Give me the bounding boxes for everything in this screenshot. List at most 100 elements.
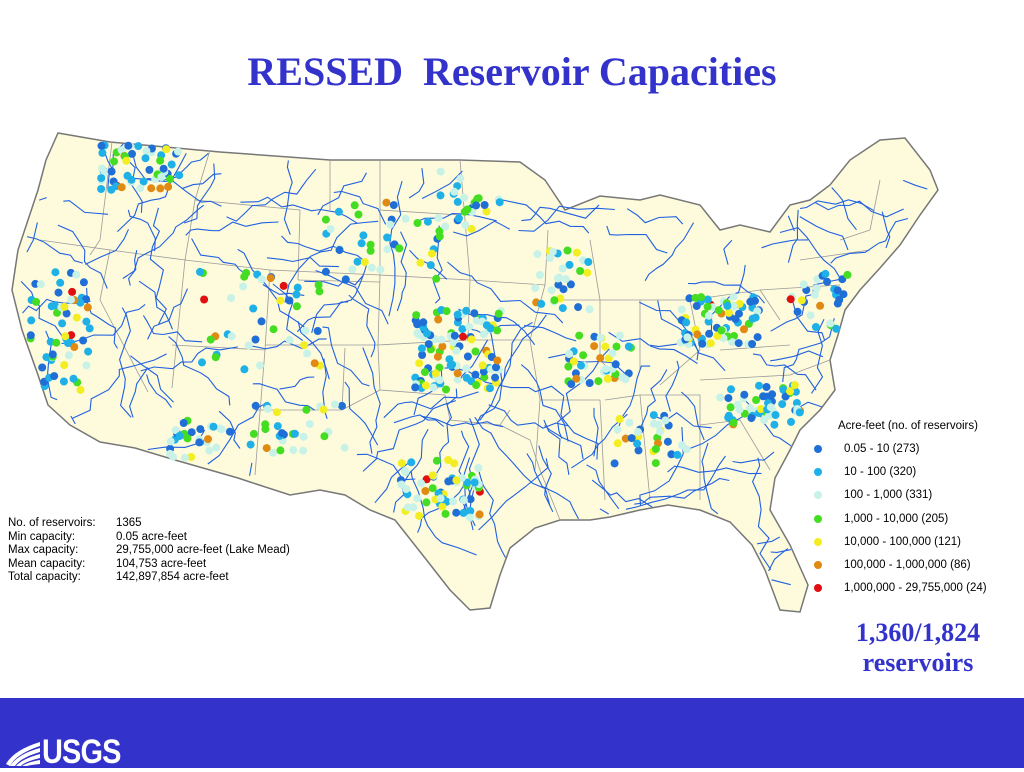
- river-line: [634, 477, 730, 505]
- reservoir-dot: [467, 224, 476, 233]
- river-line: [191, 238, 249, 277]
- reservoir-dot: [434, 315, 443, 324]
- river-line: [63, 200, 109, 215]
- reservoir-dot: [227, 294, 235, 302]
- river-line: [413, 364, 443, 416]
- reservoir-dot: [706, 339, 715, 348]
- river-line: [526, 453, 579, 520]
- reservoir-dot: [747, 414, 756, 423]
- reservoir-dot: [452, 346, 461, 355]
- river-line: [149, 207, 167, 325]
- reservoir-dot: [240, 365, 249, 374]
- reservoir-dot: [435, 363, 444, 372]
- reservoir-dot: [601, 364, 610, 373]
- reservoir-dot: [261, 420, 270, 429]
- reservoir-dot: [610, 459, 619, 468]
- reservoir-dot: [350, 201, 359, 210]
- legend-item: 1,000,000 - 29,755,000 (24): [808, 577, 987, 600]
- reservoir-dot: [198, 358, 206, 367]
- river-line: [544, 425, 584, 460]
- reservoir-dot: [450, 187, 459, 196]
- legend-item: 10,000 - 100,000 (121): [808, 530, 987, 553]
- reservoir-dot: [50, 372, 59, 381]
- river-line: [128, 249, 138, 286]
- reservoir-dot: [64, 339, 72, 348]
- reservoir-dot: [276, 296, 285, 305]
- reservoir-dot: [159, 164, 168, 173]
- reservoir-dot: [26, 331, 35, 340]
- reservoir-dot: [256, 361, 264, 370]
- river-line: [317, 172, 367, 216]
- river-line: [523, 324, 577, 342]
- reservoir-dot: [806, 311, 815, 320]
- reservoir-dot: [453, 369, 462, 378]
- reservoir-dot: [417, 344, 426, 353]
- legend-item: 100 - 1,000 (331): [808, 484, 987, 507]
- usgs-logo: USGS: [6, 733, 134, 772]
- reservoir-dot: [367, 263, 376, 272]
- reservoir-dot: [608, 349, 617, 358]
- reservoir-dot: [292, 302, 301, 311]
- river-line: [543, 419, 570, 475]
- reservoir-dot: [462, 364, 471, 373]
- river-line: [571, 413, 628, 469]
- reservoir-dot: [314, 281, 323, 290]
- reservoir-dot: [211, 353, 220, 362]
- reservoir-dot: [174, 147, 182, 156]
- river-line: [421, 415, 504, 428]
- reservoir-dot: [382, 198, 391, 207]
- reservoir-dot: [303, 349, 312, 358]
- reservoir-dot: [531, 284, 540, 292]
- river-line: [417, 486, 464, 533]
- reservoir-dot: [682, 318, 691, 327]
- reservoir-dot: [423, 217, 432, 226]
- reservoir-dot: [61, 332, 70, 341]
- reservoir-dot: [209, 422, 218, 431]
- legend-item: 100,000 - 1,000,000 (86): [808, 553, 987, 576]
- river-line: [625, 455, 726, 510]
- reservoir-dot: [474, 464, 483, 472]
- reservoir-dot: [615, 415, 624, 423]
- reservoir-dot: [714, 306, 723, 315]
- reservoir-dot: [110, 157, 118, 166]
- reservoir-dot: [205, 446, 214, 455]
- reservoir-dot: [755, 381, 763, 390]
- legend-dot-icon: [814, 584, 822, 593]
- reservoir-dot: [459, 332, 468, 341]
- river-line: [122, 204, 204, 279]
- reservoir-dot: [730, 332, 738, 340]
- stat-row-count: No. of reservoirs: 1365: [8, 517, 290, 531]
- reservoir-dot: [470, 309, 479, 318]
- reservoir-dot: [495, 198, 504, 207]
- legend-dot-icon: [814, 561, 822, 570]
- reservoir-dot: [278, 429, 286, 438]
- reservoir-dot: [585, 305, 594, 314]
- reservoir-dot: [786, 387, 795, 396]
- reservoir-dot: [577, 361, 585, 370]
- reservoir-dot: [97, 185, 106, 193]
- reservoir-dot: [611, 360, 620, 369]
- reservoir-dot: [771, 411, 780, 419]
- reservoir-dot: [175, 171, 184, 180]
- river-line: [761, 239, 809, 249]
- reservoir-dot: [786, 295, 795, 304]
- reservoir-dot: [603, 374, 612, 383]
- reservoir-dot: [760, 416, 769, 424]
- reservoir-dot: [124, 141, 133, 150]
- reservoir-dot: [187, 428, 196, 437]
- reservoir-dot: [290, 429, 299, 438]
- river-line: [388, 180, 403, 317]
- legend-dot-icon: [814, 537, 822, 546]
- river-line: [686, 414, 747, 451]
- reservoir-dot: [460, 193, 469, 202]
- stat-row-total: Total capacity: 142,897,854 acre-feet: [8, 571, 290, 585]
- river-line: [140, 346, 238, 372]
- reservoir-dot: [558, 304, 567, 313]
- reservoir-dot: [656, 427, 664, 436]
- reservoir-dot: [683, 333, 692, 342]
- reservoir-dot: [79, 336, 88, 345]
- reservoir-dot: [472, 381, 481, 390]
- reservoir-dot: [251, 401, 260, 410]
- reservoir-dot: [98, 148, 107, 157]
- reservoir-dot: [461, 221, 470, 230]
